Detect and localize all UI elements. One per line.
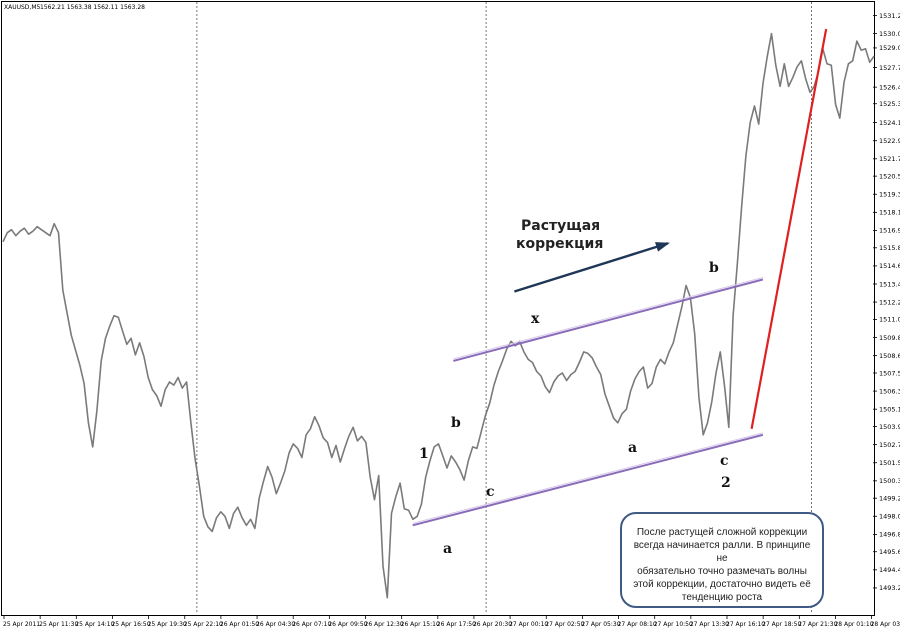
symbol-label: XAUUSD,M5 xyxy=(4,4,41,11)
x-tick-label: 25 Apr 22:10 xyxy=(184,621,223,628)
y-tick-label: 1493.25 xyxy=(879,584,900,592)
y-tick-label: 1521.70 xyxy=(879,155,900,163)
wave-label-b-second: b xyxy=(709,260,719,276)
ohlc-readout: 1562.21 1563.38 1562.11 1563.28 xyxy=(40,4,145,11)
note-line: обязательно точно размечать волны xyxy=(637,566,807,577)
x-tick-label: 27 Apr 00:10 xyxy=(509,621,548,628)
x-tick-label: 25 Apr 16:50 xyxy=(111,621,150,628)
trend-arrow xyxy=(513,242,669,293)
x-tick-label: 26 Apr 01:50 xyxy=(220,621,259,628)
x-tick-label: 27 Apr 21:30 xyxy=(798,621,837,628)
annotation-title-line1: Растущая xyxy=(521,218,600,234)
y-tick-label: 1520.55 xyxy=(879,172,900,180)
x-tick-label: 26 Apr 09:50 xyxy=(328,621,367,628)
wave-label-c-second: c xyxy=(720,453,729,469)
overlays xyxy=(412,28,828,527)
x-tick-label: 27 Apr 13:30 xyxy=(690,621,729,628)
y-tick-label: 1509.85 xyxy=(879,334,900,342)
wave-label-2: 2 xyxy=(721,475,731,491)
note-line: всегда начинается ралли. В принципе не xyxy=(633,540,811,564)
y-tick-label: 1525.35 xyxy=(879,100,900,108)
wave-label-1: 1 xyxy=(419,446,429,462)
price-series-line xyxy=(2,32,875,599)
x-tick-label: 26 Apr 07:10 xyxy=(292,621,331,628)
wave-label-a: a xyxy=(443,541,452,557)
x-tick-label: 26 Apr 20:30 xyxy=(473,621,512,628)
x-tick-label: 25 Apr 19:30 xyxy=(148,621,187,628)
note-callout: После растущей сложной коррекции всегда … xyxy=(620,512,824,608)
y-tick-label: 1518.15 xyxy=(879,209,900,217)
y-tick-label: 1505.10 xyxy=(879,405,900,413)
x-tick-label: 27 Apr 02:50 xyxy=(545,621,584,628)
y-tick-label: 1526.45 xyxy=(879,83,900,91)
y-tick-label: 1507.50 xyxy=(879,369,900,377)
y-tick-label: 1529.05 xyxy=(879,44,900,52)
y-tick-label: 1498.00 xyxy=(879,513,900,521)
x-tick-label: 27 Apr 08:10 xyxy=(618,621,657,628)
wave-label-b: b xyxy=(451,415,461,431)
x-tick-label: 26 Apr 12:30 xyxy=(365,621,404,628)
x-tick-label: 26 Apr 15:10 xyxy=(401,621,440,628)
y-tick-label: 1495.65 xyxy=(879,548,900,556)
y-tick-label: 1522.90 xyxy=(879,137,900,145)
note-line: этой коррекции, достаточно видеть её xyxy=(633,579,811,590)
y-tick-label: 1508.65 xyxy=(879,352,900,360)
arrow-head-icon xyxy=(655,242,670,252)
wave-label-x: x xyxy=(531,311,540,327)
x-tick-label: 27 Apr 10:50 xyxy=(654,621,693,628)
x-tick-label: 28 Apr 01:10 xyxy=(834,621,873,628)
upper-channel-line xyxy=(453,278,764,362)
y-tick-label: 1496.80 xyxy=(879,531,900,539)
y-tick-label: 1514.60 xyxy=(879,262,900,270)
y-tick-label: 1503.95 xyxy=(879,423,900,431)
y-tick-label: 1500.35 xyxy=(879,477,900,485)
wave-label-a-second: a xyxy=(628,440,637,456)
y-tick-label: 1519.35 xyxy=(879,191,900,199)
y-tick-label: 1531.20 xyxy=(879,12,900,20)
y-tick-label: 1530.00 xyxy=(879,30,900,38)
x-tick-label: 27 Apr 18:50 xyxy=(762,621,801,628)
y-tick-label: 1515.80 xyxy=(879,244,900,252)
y-tick-label: 1527.75 xyxy=(879,64,900,72)
y-tick-label: 1513.40 xyxy=(879,280,900,288)
y-tick-label: 1506.30 xyxy=(879,387,900,395)
x-tick-label: 28 Apr 03:50 xyxy=(871,621,900,628)
y-tick-label: 1512.20 xyxy=(879,298,900,306)
x-tick-label: 25 Apr 14:10 xyxy=(75,621,114,628)
x-tick-label: 26 Apr 04:30 xyxy=(256,621,295,628)
x-tick-label: 27 Apr 05:30 xyxy=(581,621,620,628)
y-tick-label: 1511.05 xyxy=(879,316,900,324)
y-tick-label: 1502.75 xyxy=(879,441,900,449)
y-tick-label: 1494.45 xyxy=(879,566,900,574)
x-tick-label: 26 Apr 17:50 xyxy=(437,621,476,628)
x-tick-label: 25 Apr 2011 xyxy=(3,621,40,628)
red-trendline xyxy=(750,28,828,429)
note-line: тенденцию роста xyxy=(681,592,763,603)
y-tick-label: 1516.95 xyxy=(879,227,900,235)
y-tick-label: 1501.55 xyxy=(879,459,900,467)
upper-channel-highlight xyxy=(453,276,764,360)
note-line: После растущей сложной коррекции xyxy=(636,527,808,538)
lower-channel-line xyxy=(412,433,764,527)
x-tick-label: 27 Apr 16:10 xyxy=(726,621,765,628)
lower-channel-highlight xyxy=(412,432,764,524)
y-tick-label: 1524.10 xyxy=(879,119,900,127)
y-tick-label: 1499.20 xyxy=(879,494,900,502)
wave-label-c: c xyxy=(486,484,495,500)
annotation-title-line2: коррекция xyxy=(516,236,603,252)
x-tick-label: 25 Apr 11:30 xyxy=(39,621,78,628)
y-axis: 1531.20 1530.00 1529.05 1527.75 1526.45 1525.… xyxy=(873,12,900,592)
